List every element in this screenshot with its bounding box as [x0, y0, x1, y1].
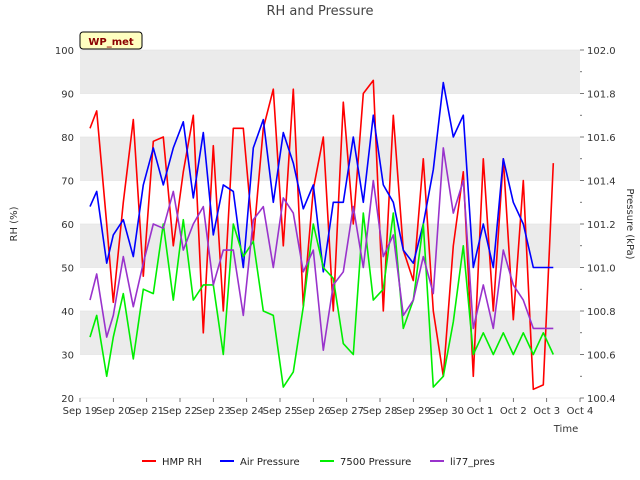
x-tick-label: Oct 3	[533, 406, 560, 417]
left-tick-label: 30	[61, 351, 74, 362]
x-tick-label: Sep 27	[329, 406, 364, 417]
x-tick-label: Sep 20	[96, 406, 131, 417]
right-tick-label: 100.6	[587, 351, 616, 362]
left-tick-label: 40	[61, 307, 74, 318]
x-tick-label: Sep 22	[163, 406, 198, 417]
x-tick-label: Sep 25	[263, 406, 298, 417]
left-tick-label: 90	[61, 90, 74, 101]
legend-label-air-pressure: Air Pressure	[240, 457, 300, 468]
legend-label-hmp-rh: HMP RH	[162, 457, 202, 468]
legend-label-li77-pres: li77_pres	[450, 457, 495, 468]
grid-band	[80, 50, 580, 94]
right-tick-label: 101.4	[587, 177, 616, 188]
x-tick-label: Sep 28	[363, 406, 398, 417]
site-badge: WP_met	[79, 31, 143, 50]
x-tick-label: Oct 1	[467, 406, 494, 417]
x-tick-label: Sep 26	[296, 406, 331, 417]
x-tick-label: Sep 24	[229, 406, 264, 417]
series-line-air-pressure	[89, 81, 554, 273]
left-tick-label: 70	[61, 177, 74, 188]
series-lines	[89, 79, 555, 391]
left-axis-ticks: 20 30 40 50 60 70 80 90 100	[55, 46, 74, 405]
x-tick-label: Oct 4	[567, 406, 594, 417]
right-tick-label: 100.4	[587, 394, 616, 405]
site-badge-label: WP_met	[88, 37, 134, 48]
left-tick-label: 60	[61, 220, 74, 231]
x-tick-label: Sep 30	[429, 406, 464, 417]
series-line-hmp-rh	[89, 79, 555, 391]
x-axis-title: Time	[553, 424, 578, 435]
series-line-pressure-7500	[89, 212, 555, 388]
right-tick-label: 101.0	[587, 264, 616, 275]
left-tick-label: 80	[61, 133, 74, 144]
left-tick-label: 50	[61, 264, 74, 275]
right-tick-label: 101.2	[587, 220, 616, 231]
legend: HMP RH Air Pressure 7500 Pressure li77_pres	[142, 457, 495, 468]
right-tick-label: 102.0	[587, 46, 616, 57]
right-tick-label: 100.8	[587, 307, 616, 318]
x-tick-label: Sep 29	[396, 406, 431, 417]
x-tick-label: Sep 19	[63, 406, 98, 417]
chart-title: RH and Pressure	[266, 4, 373, 19]
left-axis-title: RH (%)	[9, 206, 20, 241]
right-axis-title: Pressure (kPa)	[624, 188, 635, 259]
site-badge-box	[79, 31, 143, 50]
left-tick-label: 100	[55, 46, 74, 57]
x-tick-label: Sep 23	[196, 406, 231, 417]
left-tick-label: 20	[61, 394, 74, 405]
right-axis-ticks: 100.4 100.6 100.8 101.0 101.2 101.4 101.6 101.8…	[580, 46, 616, 405]
x-tick-label: Sep 21	[129, 406, 164, 417]
right-tick-label: 101.8	[587, 90, 616, 101]
background-bands	[80, 49, 580, 399]
x-tick-label: Oct 2	[500, 406, 527, 417]
series-line-li77-pres	[89, 147, 554, 351]
right-tick-label: 101.6	[587, 133, 616, 144]
legend-label-pressure-7500: 7500 Pressure	[340, 457, 411, 468]
grid-band	[80, 311, 580, 355]
